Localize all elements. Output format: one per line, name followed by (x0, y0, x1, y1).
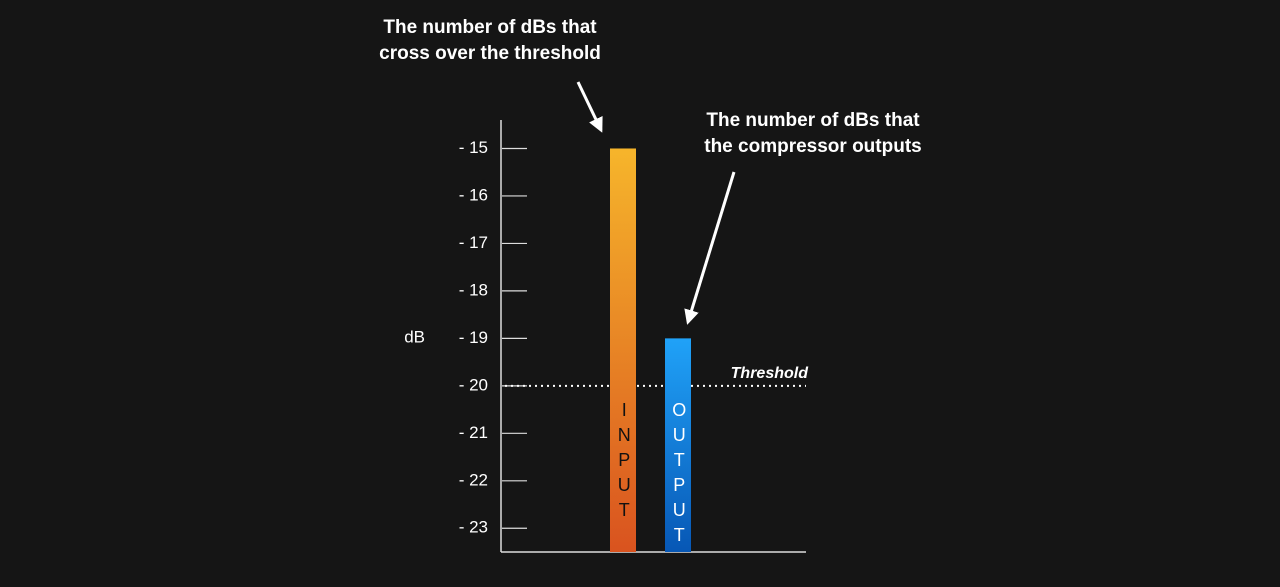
bar-label: INPUT (614, 400, 634, 525)
arrow (576, 81, 603, 133)
y-axis-label: dB (404, 327, 425, 346)
y-tick-label: - 18 (459, 280, 488, 299)
y-tick-label: - 16 (459, 185, 488, 204)
arrow (684, 171, 736, 325)
y-tick-label: - 22 (459, 470, 488, 489)
y-tick-label: - 17 (459, 233, 488, 252)
bar-label: OUTPUT (669, 400, 689, 550)
y-tick-label: - 19 (459, 328, 488, 347)
threshold-label: Threshold (731, 365, 810, 382)
annotation: The number of dBs that (706, 110, 920, 131)
y-tick-label: - 20 (459, 375, 488, 394)
y-tick-label: - 15 (459, 138, 488, 157)
bar (610, 148, 636, 552)
annotation: the compressor outputs (704, 136, 921, 157)
y-tick-label: - 21 (459, 423, 488, 442)
annotation: The number of dBs that (383, 17, 597, 38)
annotation: cross over the threshold (379, 43, 601, 64)
bar (665, 338, 691, 552)
y-tick-label: - 23 (459, 518, 488, 537)
